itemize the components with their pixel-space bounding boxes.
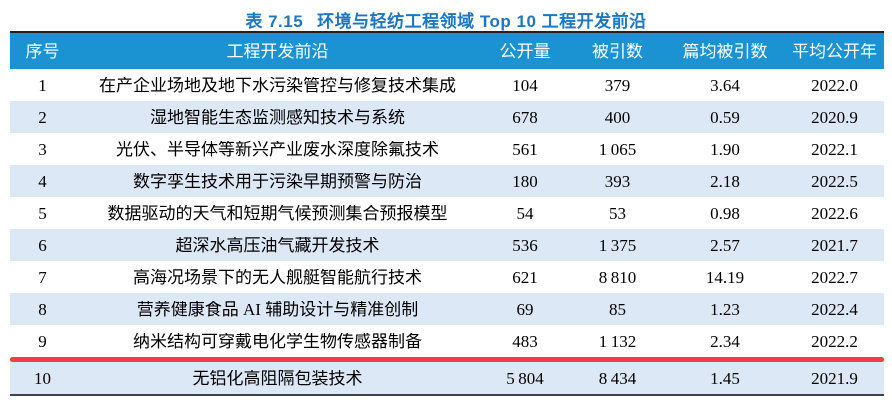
table-row: 8 营养健康食品 AI 辅助设计与精准创制 69 85 1.23 2022.4 [10, 293, 884, 325]
cell-frontier: 湿地智能生态监测感知技术与系统 [150, 108, 405, 126]
column-header-cpp: 篇均被引数 [682, 42, 768, 60]
cell-cited: 85 [609, 300, 626, 318]
table-title: 表 7.15 环境与轻纺工程领域 Top 10 工程开发前沿 [0, 0, 892, 31]
cell-year: 2022.2 [811, 332, 858, 350]
column-header-year: 平均公开年 [792, 42, 877, 60]
table-row: 7 高海况场景下的无人舰艇智能航行技术 621 8 810 14.19 2022.7 [10, 261, 884, 293]
cell-pub: 536 [512, 236, 538, 254]
cell-cited: 1 132 [598, 332, 637, 350]
cell-rank: 9 [38, 332, 47, 350]
frontiers-table: 序号 工程开发前沿 公开量 被引数 篇均被引数 平均公开年 1 在产企业场地及地下水污染管控… [10, 31, 884, 396]
column-header-cited: 被引数 [592, 42, 643, 60]
table-row: 6 超深水高压油气藏开发技术 536 1 375 2.57 2021.7 [10, 229, 884, 261]
cell-year: 2022.4 [811, 300, 858, 318]
cell-pub: 678 [512, 108, 538, 126]
cell-rank: 8 [38, 300, 47, 318]
cell-rank: 3 [38, 140, 47, 158]
table-header-row: 序号 工程开发前沿 公开量 被引数 篇均被引数 平均公开年 [10, 33, 884, 69]
cell-cpp: 2.18 [710, 172, 740, 190]
cell-pub: 483 [512, 332, 538, 350]
cell-pub: 104 [512, 76, 538, 94]
cell-cpp: 0.98 [710, 204, 740, 222]
table-row: 1 在产企业场地及地下水污染管控与修复技术集成 104 379 3.64 2022.0 [10, 69, 884, 101]
cell-cpp: 1.90 [710, 140, 740, 158]
cell-frontier: 超深水高压油气藏开发技术 [175, 236, 380, 254]
cell-cited: 8 434 [598, 369, 637, 387]
cell-rank: 5 [38, 204, 47, 222]
cell-pub: 180 [512, 172, 538, 190]
cell-cited: 400 [604, 108, 631, 126]
cell-frontier: 在产企业场地及地下水污染管控与修复技术集成 [99, 76, 456, 94]
cell-pub: 69 [516, 300, 534, 318]
cell-cpp: 3.64 [710, 76, 740, 94]
cell-rank: 7 [38, 268, 47, 286]
cell-pub: 54 [516, 204, 534, 222]
cell-cpp: 2.34 [710, 332, 740, 350]
cell-year: 2020.9 [811, 108, 858, 126]
cell-rank: 2 [38, 108, 47, 126]
cell-frontier: 数字孪生技术用于污染早期预警与防治 [133, 172, 422, 190]
cell-year: 2021.7 [811, 236, 858, 254]
table-row: 3 光伏、半导体等新兴产业废水深度除氟技术 561 1 065 1.90 2022.1 [10, 133, 884, 165]
cell-year: 2022.6 [811, 204, 858, 222]
cell-pub: 5 804 [506, 369, 544, 387]
cell-cpp: 14.19 [705, 268, 745, 286]
cell-cited: 393 [604, 172, 631, 190]
cell-frontier: 无铝化高阻隔包装技术 [192, 369, 363, 387]
cell-frontier: 营养健康食品 AI 辅助设计与精准创制 [136, 300, 419, 318]
cell-cited: 1 065 [598, 140, 637, 158]
cell-year: 2022.7 [811, 268, 858, 286]
column-header-frontier: 工程开发前沿 [226, 42, 329, 60]
cell-cited: 53 [609, 204, 626, 222]
cell-frontier: 高海况场景下的无人舰艇智能航行技术 [133, 268, 422, 286]
cell-cpp: 1.23 [710, 300, 740, 318]
cell-year: 2022.5 [811, 172, 858, 190]
cell-year: 2022.1 [811, 140, 858, 158]
cell-rank: 4 [38, 172, 47, 190]
cell-frontier: 纳米结构可穿戴电化学生物传感器制备 [133, 332, 422, 350]
table-number: 表 7.15 [245, 12, 304, 31]
cell-cited: 8 810 [598, 268, 637, 286]
cell-pub: 561 [512, 140, 538, 158]
table-title-text: 环境与轻纺工程领域 Top 10 工程开发前沿 [317, 12, 647, 31]
cell-cited: 379 [604, 76, 631, 94]
cell-frontier: 数据驱动的天气和短期气候预测集合预报模型 [107, 204, 448, 222]
table-row: 5 数据驱动的天气和短期气候预测集合预报模型 54 53 0.98 2022.6 [10, 197, 884, 229]
highlight-underline [10, 357, 884, 362]
cell-rank: 1 [38, 76, 47, 94]
cell-cpp: 1.45 [710, 369, 740, 387]
table-body: 1 在产企业场地及地下水污染管控与修复技术集成 104 379 3.64 2022.0 2 湿… [10, 69, 884, 394]
table-row: 9 纳米结构可穿戴电化学生物传感器制备 483 1 132 2.34 2022.2 [10, 325, 884, 357]
table-row: 10 无铝化高阻隔包装技术 5 804 8 434 1.45 2021.9 [10, 362, 884, 394]
table-row: 2 湿地智能生态监测感知技术与系统 678 400 0.59 2020.9 [10, 101, 884, 133]
cell-frontier: 光伏、半导体等新兴产业废水深度除氟技术 [116, 140, 439, 158]
cell-rank: 10 [34, 369, 51, 387]
cell-pub: 621 [512, 268, 538, 286]
column-header-rank: 序号 [25, 42, 60, 60]
cell-cited: 1 375 [598, 236, 637, 254]
table-row: 4 数字孪生技术用于污染早期预警与防治 180 393 2.18 2022.5 [10, 165, 884, 197]
column-header-pub: 公开量 [499, 42, 551, 60]
cell-year: 2022.0 [811, 76, 858, 94]
cell-year: 2021.9 [811, 369, 858, 387]
cell-cpp: 0.59 [710, 108, 740, 126]
cell-rank: 6 [38, 236, 47, 254]
cell-cpp: 2.57 [710, 236, 740, 254]
